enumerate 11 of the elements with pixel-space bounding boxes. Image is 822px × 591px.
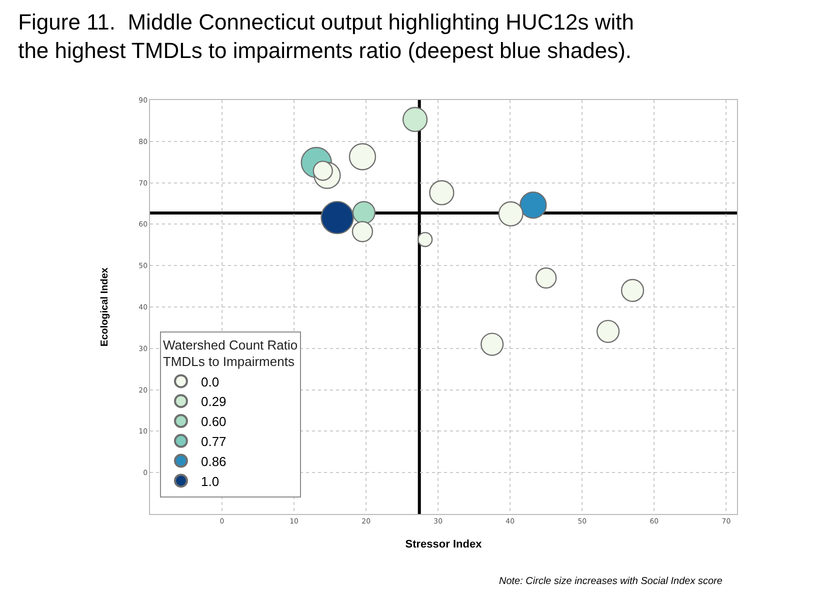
legend-label: 0.77 (200, 434, 226, 449)
legend-label: 0.60 (200, 414, 226, 430)
legend-label: 0.0 (200, 374, 220, 390)
text: Note: Circle size increases with Social Index score (499, 576, 723, 587)
chart-title: Figure 11. Middle Connecticut output highlighting HUC12s with the highest TMDLs to impairments ratio (deepest blue shades). (18, 10, 634, 64)
legend-label: 1.0 (200, 474, 220, 489)
legend-label: 0.29 (200, 394, 226, 410)
legend-title: Watershed Count Ratio TMDLs to Impairments (162, 337, 298, 370)
x-axis-title: Stressor Index (405, 538, 483, 551)
y-axis-title: Ecological Index (100, 267, 111, 346)
legend-label: 0.86 (200, 454, 226, 469)
